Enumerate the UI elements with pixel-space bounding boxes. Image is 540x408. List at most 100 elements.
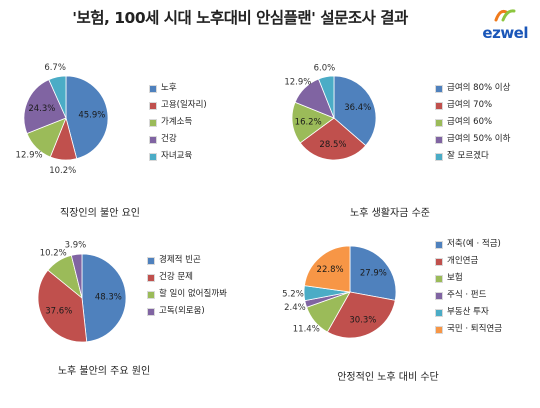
pie-slice bbox=[37, 269, 88, 343]
legend-item: 급여의 60% bbox=[435, 114, 510, 131]
legend-label: 건강 bbox=[161, 134, 177, 144]
slice-data-label: 28.5% bbox=[319, 140, 346, 150]
legend-label: 부동산 투자 bbox=[447, 307, 489, 317]
legend-swatch bbox=[435, 291, 443, 300]
slice-data-label: 27.9% bbox=[360, 269, 387, 279]
slice-data-label: 12.9% bbox=[16, 151, 43, 161]
pie-slice bbox=[23, 79, 67, 134]
page-title: '보험, 100세 시대 노후대비 안심플랜' 설문조사 결과 bbox=[72, 9, 408, 27]
pie-slice bbox=[333, 75, 377, 147]
legend-item: 건강 bbox=[149, 131, 207, 148]
legend-item: 노후 bbox=[149, 80, 207, 97]
legend-label: 고용(일자리) bbox=[161, 100, 207, 110]
legend-swatch bbox=[435, 118, 443, 127]
slice-data-label: 6.7% bbox=[44, 63, 66, 73]
legend-label: 저축(예 · 적금) bbox=[447, 239, 501, 249]
legend-swatch bbox=[149, 84, 157, 93]
legend-swatch bbox=[435, 135, 443, 144]
legend-label: 잘 모르겠다 bbox=[447, 151, 489, 161]
legend-swatch bbox=[435, 84, 443, 93]
legend-label: 국민 · 퇴직연금 bbox=[447, 324, 503, 334]
pie-slice bbox=[70, 253, 83, 299]
legend-label: 급여의 80% 이상 bbox=[447, 83, 511, 93]
slice-data-label: 45.9% bbox=[78, 111, 105, 121]
legend-label: 경제적 빈곤 bbox=[159, 255, 201, 265]
slice-data-label: 10.2% bbox=[49, 166, 76, 176]
legend-swatch bbox=[435, 308, 443, 317]
pie-slice bbox=[349, 245, 397, 301]
legend-swatch bbox=[147, 256, 155, 265]
legend-label: 자녀교육 bbox=[161, 151, 193, 161]
legend-label: 노후 bbox=[161, 83, 177, 93]
pie-slice bbox=[326, 291, 396, 339]
slice-data-label: 36.4% bbox=[344, 103, 371, 113]
legend-item: 고용(일자리) bbox=[149, 97, 207, 114]
pie-chart: 45.9% 10.2% 12.9% 24.3% 6.7% bbox=[16, 63, 109, 176]
legend-swatch bbox=[147, 273, 155, 282]
pie-slice bbox=[318, 75, 335, 119]
pie-chart: 36.4% 28.5% 16.2% 12.9%6.0% bbox=[284, 64, 377, 161]
slice-data-label: 12.9% bbox=[284, 78, 311, 88]
slice-data-label: 10.2% bbox=[40, 249, 67, 259]
legend-label: 급여의 60% bbox=[447, 117, 493, 127]
legend-label: 가계소득 bbox=[161, 117, 193, 127]
legend-label: 건강 문제 bbox=[159, 272, 193, 282]
pie-slice bbox=[81, 253, 127, 343]
legend-item: 저축(예 · 적금) bbox=[435, 236, 502, 253]
legend-swatch bbox=[435, 152, 443, 161]
legend-item: 자녀교육 bbox=[149, 148, 207, 165]
legend-label: 주식 · 펀드 bbox=[447, 290, 487, 300]
pie-slice bbox=[65, 75, 109, 160]
legend-swatch bbox=[149, 152, 157, 161]
legend-item: 할 일이 없어질까봐 bbox=[147, 286, 227, 303]
pie-chart: 48.3% 37.6% 10.2%3.9% bbox=[37, 241, 127, 343]
chart-caption: 직장인의 불안 요인 bbox=[60, 208, 140, 219]
legend-swatch bbox=[149, 135, 157, 144]
slice-data-label: 37.6% bbox=[45, 307, 72, 317]
legend-item: 잘 모르겠다 bbox=[435, 148, 510, 165]
ezwel-logo: ezwel bbox=[458, 8, 529, 42]
chart-caption: 노후 생활자금 수준 bbox=[350, 208, 430, 219]
legend-swatch bbox=[435, 257, 443, 266]
slice-data-label: 24.3% bbox=[28, 104, 55, 114]
legend-label: 개인연금 bbox=[447, 256, 479, 266]
legend-item: 국민 · 퇴직연금 bbox=[435, 321, 503, 338]
legend-item: 고독(외로움) bbox=[147, 303, 227, 320]
legend-swatch bbox=[435, 325, 443, 334]
legend-item: 가계소득 bbox=[149, 114, 207, 131]
legend-item: 경제적 빈곤 bbox=[147, 252, 227, 269]
legend-item: 개인연금 bbox=[435, 253, 502, 270]
legend-swatch bbox=[147, 290, 155, 299]
slice-data-label: 22.8% bbox=[317, 265, 344, 275]
legend-item: 급여의 50% 이하 bbox=[435, 131, 510, 148]
legend-swatch bbox=[149, 101, 157, 110]
legend-item: 부동산 투자 bbox=[435, 304, 502, 321]
slice-data-label: 11.4% bbox=[293, 325, 320, 335]
pie-slice bbox=[303, 245, 351, 293]
slice-data-label: 5.2% bbox=[282, 289, 304, 299]
slice-data-label: 16.2% bbox=[295, 117, 322, 127]
legend-label: 고독(외로움) bbox=[159, 306, 205, 316]
logo-mark-icon bbox=[494, 9, 516, 22]
pie-slice bbox=[299, 117, 367, 161]
legend-item: 급여의 80% 이상 bbox=[435, 80, 511, 97]
slice-data-label: 30.3% bbox=[349, 316, 376, 326]
legend-swatch bbox=[435, 101, 443, 110]
pie-chart: 27.9% 30.3% 11.4% 2.4% 5.2% 22.8% bbox=[282, 245, 397, 339]
pie-slice bbox=[48, 75, 67, 119]
legend-item: 급여의 70% bbox=[435, 97, 510, 114]
legend-label: 급여의 70% bbox=[447, 100, 493, 110]
legend-swatch bbox=[435, 240, 443, 249]
slice-data-label: 6.0% bbox=[314, 64, 336, 74]
legend-item: 건강 문제 bbox=[147, 269, 227, 286]
legend-item: 보험 bbox=[435, 270, 502, 287]
legend-label: 보험 bbox=[447, 273, 463, 283]
slice-data-label: 2.4% bbox=[284, 303, 306, 313]
slice-data-label: 3.9% bbox=[65, 241, 87, 251]
legend-swatch bbox=[435, 274, 443, 283]
legend-item: 주식 · 펀드 bbox=[435, 287, 502, 304]
